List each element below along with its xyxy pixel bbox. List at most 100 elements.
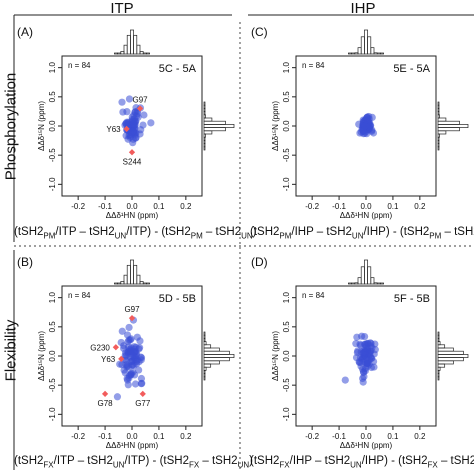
- top-histogram-bar: [136, 274, 141, 285]
- row-header-flexibility: Flexibility: [2, 319, 20, 382]
- y-tick-label: 0.0: [48, 120, 57, 132]
- top-histogram-bar: [348, 52, 352, 55]
- n-count-label: n = 84: [302, 61, 325, 70]
- right-histogram-bar: [437, 136, 440, 141]
- top-histogram-bar: [380, 52, 384, 55]
- residue-label: G97: [133, 96, 149, 105]
- data-point: [132, 351, 140, 359]
- x-tick-label: -0.2: [71, 202, 85, 211]
- right-histogram-bar: [437, 363, 446, 368]
- highlight-point: [136, 105, 144, 112]
- right-histogram-bar: [203, 130, 213, 135]
- right-histogram-bar: [203, 101, 206, 106]
- right-histogram-bar: [437, 376, 440, 381]
- highlight-point: [128, 149, 136, 156]
- x-tick-label: -0.1: [332, 432, 346, 441]
- y-tick-label: 1.0: [282, 292, 291, 304]
- data-point: [121, 369, 129, 377]
- right-histogram-bar: [203, 127, 226, 132]
- right-histogram-bar: [437, 108, 440, 112]
- y-tick-label: -0.5: [282, 378, 291, 392]
- x-tick-label: 0.0: [360, 202, 372, 211]
- data-point: [116, 360, 124, 368]
- y-axis-label: ΔΔδ¹⁵N (ppm): [37, 331, 46, 381]
- right-histogram-bar: [437, 143, 440, 148]
- top-histogram-bar: [114, 282, 118, 285]
- formula-top-left: (tSH2PM/ITP – tSH2UN/ITP) - (tSH2PM – tS…: [14, 226, 257, 241]
- data-point: [354, 347, 362, 355]
- top-histogram-bar: [126, 34, 131, 55]
- top-histogram-bar: [360, 36, 365, 55]
- residue-label: G77: [135, 399, 151, 408]
- top-histogram-bar: [133, 34, 138, 55]
- comparison-label: 5E - 5A: [393, 63, 430, 75]
- top-histogram-bar: [130, 29, 134, 55]
- top-histogram-bar: [354, 52, 359, 55]
- right-histogram-bar: [203, 373, 206, 378]
- top-histogram-bar: [367, 266, 372, 285]
- top-histogram-bar: [117, 282, 122, 285]
- n-count-label: n = 84: [302, 291, 325, 300]
- data-point: [123, 376, 132, 384]
- right-histogram-bar: [437, 373, 440, 378]
- right-histogram-bar: [203, 124, 235, 128]
- top-histogram-bar: [139, 281, 144, 285]
- top-histogram-bar: [130, 259, 134, 285]
- right-histogram-bar: [437, 350, 464, 355]
- top-histogram-bar: [380, 282, 384, 285]
- comparison-label: 5D - 5B: [159, 293, 196, 305]
- right-histogram-bar: [437, 111, 440, 116]
- right-histogram-bar: [437, 334, 440, 339]
- data-point: [118, 98, 126, 106]
- right-histogram-bar: [203, 146, 206, 151]
- residue-label: S244: [123, 157, 142, 166]
- right-histogram-bar: [437, 133, 440, 138]
- data-point: [123, 363, 131, 371]
- x-tick-label: 0.0: [126, 202, 138, 211]
- comparison-label: 5C - 5A: [159, 63, 197, 75]
- y-tick-label: 1.0: [48, 62, 57, 74]
- highlight-point: [101, 390, 109, 398]
- top-histogram-bar: [120, 281, 125, 285]
- top-histogram-bar: [376, 52, 381, 55]
- y-tick-label: -1.0: [282, 407, 291, 421]
- data-point: [113, 393, 122, 401]
- top-histogram-bar: [357, 277, 362, 285]
- x-tick-label: 0.1: [387, 432, 399, 441]
- y-tick-label: -1.0: [282, 177, 291, 191]
- x-tick-label: -0.1: [98, 432, 112, 441]
- top-histogram-bar: [370, 47, 375, 55]
- top-histogram-bar: [360, 266, 365, 285]
- data-point: [125, 95, 134, 103]
- right-histogram-bar: [437, 366, 441, 371]
- data-point: [140, 111, 148, 119]
- right-histogram-bar: [203, 136, 206, 141]
- x-tick-label: 0.1: [153, 432, 165, 441]
- data-point: [367, 339, 375, 348]
- top-histogram-bar: [117, 52, 122, 55]
- top-histogram-bar: [351, 282, 356, 285]
- data-point: [125, 323, 133, 332]
- x-axis-label: ΔΔδ¹HN (ppm): [106, 441, 159, 450]
- data-point: [366, 122, 374, 130]
- data-point: [135, 366, 143, 374]
- top-histogram-bar: [364, 29, 368, 55]
- top-histogram-bar: [139, 51, 144, 55]
- data-point: [147, 119, 155, 127]
- x-tick-label: 0.0: [360, 432, 372, 441]
- data-point: [135, 345, 143, 353]
- y-tick-label: 0.0: [48, 350, 57, 362]
- x-tick-label: 0.2: [414, 432, 426, 441]
- right-histogram-bar: [203, 366, 207, 371]
- right-histogram-bar: [437, 354, 469, 358]
- data-point: [131, 371, 139, 379]
- x-tick-label: -0.1: [332, 202, 346, 211]
- data-point: [361, 122, 369, 130]
- x-axis-label: ΔΔδ¹HN (ppm): [340, 211, 393, 220]
- x-tick-label: -0.1: [98, 202, 112, 211]
- right-histogram-bar: [437, 104, 440, 109]
- data-point: [122, 120, 130, 128]
- y-tick-label: -0.5: [48, 378, 57, 392]
- data-point: [363, 114, 371, 122]
- right-histogram-bar: [203, 341, 207, 346]
